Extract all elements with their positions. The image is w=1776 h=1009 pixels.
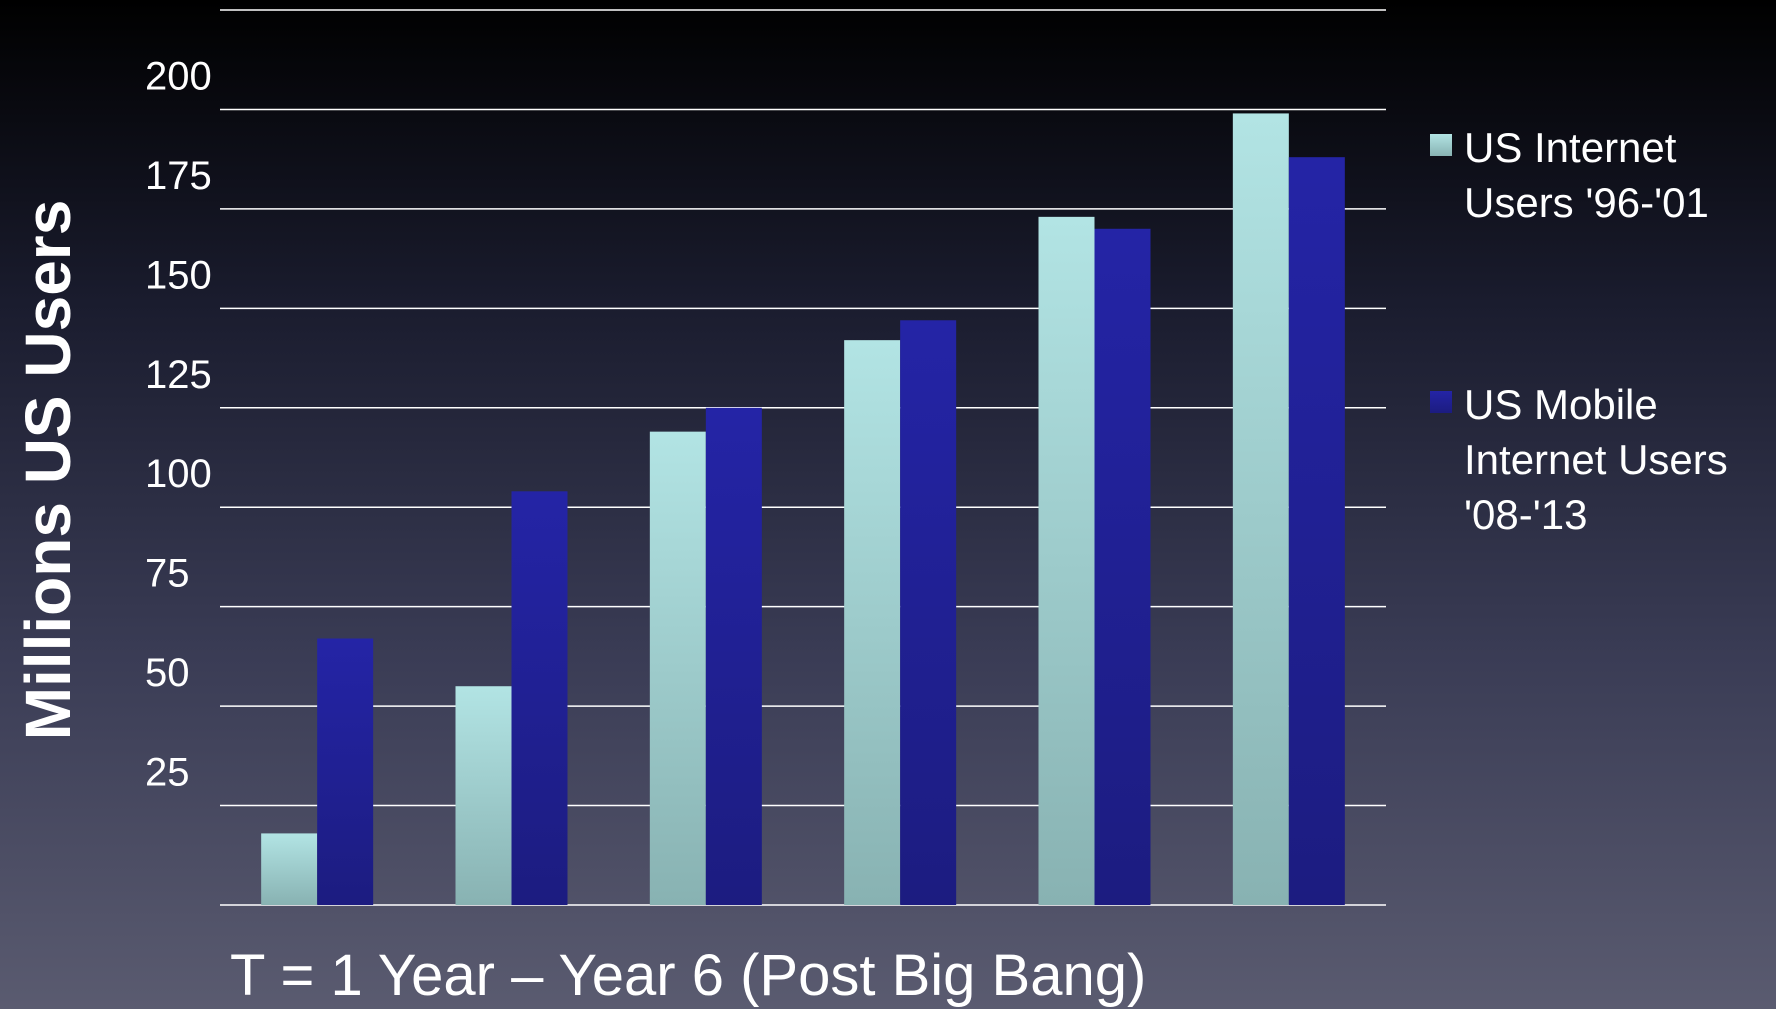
legend-label: Internet Users [1464,436,1728,483]
legend-swatch [1430,134,1452,156]
x-axis-label: T = 1 Year – Year 6 (Post Big Bang) [230,943,1146,1008]
legend-label: Users '96-'01 [1464,179,1709,226]
bar-us-internet [261,833,318,905]
bar-us-internet [1232,113,1289,905]
bar-us-mobile-internet [1288,157,1345,905]
y-tick-label: 150 [145,253,212,297]
bar-us-mobile-internet [317,638,374,905]
y-tick-label: 25 [145,751,190,795]
bar-us-mobile-internet [705,407,762,905]
bar-us-internet [1038,216,1095,905]
y-tick-label: 50 [145,651,190,695]
legend-label: '08-'13 [1464,491,1587,538]
legend: US Internet Users '96-'01 US Mobile Interne… [1430,124,1728,538]
bars [261,113,1345,906]
y-axis-ticks: 25 50 75 100 125 150 175 200 [145,54,212,794]
y-tick-label: 100 [145,452,212,496]
legend-label: US Mobile [1464,381,1658,428]
y-tick-label: 125 [145,353,212,397]
y-tick-label: 200 [145,54,212,98]
y-tick-label: 175 [145,154,212,198]
y-tick-label: 75 [145,552,190,596]
bar-us-mobile-internet [900,320,957,905]
bar-us-mobile-internet [1094,228,1151,905]
legend-swatch [1430,391,1452,413]
bar-us-mobile-internet [511,491,568,905]
bar-us-internet [844,340,901,906]
gridlines [220,9,1386,906]
bar-us-internet [649,431,706,905]
y-axis-label: Millions US Users [12,200,84,741]
bar-us-internet [455,686,512,905]
legend-label: US Internet [1464,124,1677,171]
